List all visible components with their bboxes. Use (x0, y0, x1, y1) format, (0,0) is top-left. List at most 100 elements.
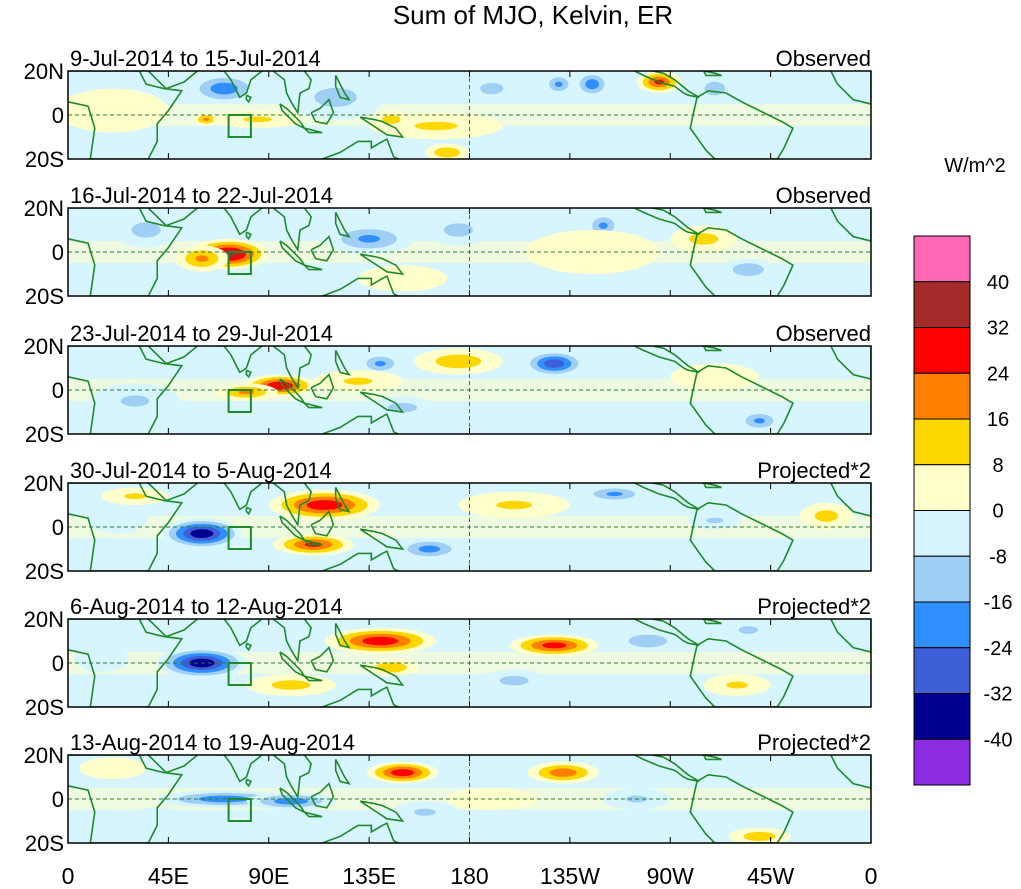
coastline (68, 619, 184, 707)
coastline (322, 550, 399, 571)
colorbar-level-label: 0 (992, 501, 1003, 523)
anomaly-contour (598, 222, 608, 229)
lat-tick-label: 20N (24, 59, 64, 84)
coastline (310, 782, 335, 809)
coastline (147, 483, 198, 502)
anomaly-contour (606, 491, 623, 497)
coastline (245, 506, 252, 516)
coastline (245, 231, 252, 241)
colorbar-swatch (913, 327, 971, 374)
anomaly-contour (726, 681, 748, 689)
colorbar-level-label: 40 (987, 272, 1009, 294)
anomaly-contour (376, 662, 407, 673)
panel-period-label: 30-Jul-2014 to 5-Aug-2014 (70, 458, 332, 483)
longitude-axis: 0 45E 90E 135E 180 135W 90W 45W 0 (62, 863, 878, 889)
anomaly-contour (434, 147, 461, 158)
anomaly-contour (738, 626, 758, 634)
colorbar-level-label: -8 (989, 546, 1007, 568)
colorbar-level-label: -24 (984, 638, 1013, 660)
map-panel: 20N 0 20S 9-Jul-2014 to 15-Jul-2014 Observed (24, 46, 872, 172)
anomaly-contour (68, 88, 169, 133)
lat-tick-label: 20S (25, 422, 64, 447)
coastline (245, 778, 252, 788)
colorbar-swatch (913, 738, 971, 786)
coastline (217, 619, 263, 647)
anomaly-field (68, 755, 871, 843)
anomaly-contour (754, 418, 765, 424)
lon-tick-label: 45W (747, 863, 795, 889)
anomaly-contour (358, 235, 381, 243)
lon-tick-label: 135E (342, 863, 396, 889)
colorbar-swatch (913, 372, 971, 420)
coastline (217, 483, 263, 511)
anomaly-contour (190, 529, 214, 538)
anomaly-contour (704, 81, 726, 96)
map-panel: 20N 0 20S 30-Jul-2014 to 5-Aug-2014 Projecte… (24, 458, 872, 584)
region-box (227, 114, 252, 138)
panel-status-label: Observed (776, 183, 871, 208)
lon-tick-label: 0 (62, 863, 75, 889)
lat-tick-label: 0 (52, 787, 64, 812)
anomaly-field (68, 619, 871, 707)
colorbar-level-label: -32 (984, 684, 1013, 706)
lat-tick-label: 0 (52, 651, 64, 676)
coastline (272, 483, 313, 528)
panel-status-label: Projected*2 (757, 594, 871, 619)
colorbar-level-label: 24 (987, 363, 1009, 385)
coastline (303, 264, 323, 271)
region-box (227, 251, 252, 275)
panel-status-label: Observed (776, 46, 871, 71)
lat-tick-label: 20N (24, 196, 64, 221)
region-box (227, 798, 252, 822)
anomaly-contour (525, 230, 660, 274)
coastline (334, 487, 351, 513)
panel-status-label: Projected*2 (757, 458, 871, 483)
coastline (217, 208, 263, 236)
coastline (310, 98, 335, 125)
colorbar-level-label: -40 (984, 729, 1013, 751)
lat-tick-label: 20S (25, 559, 64, 584)
coastline (303, 402, 323, 409)
anomaly-contour (274, 797, 309, 805)
anomaly-contour (74, 645, 129, 672)
coastline (68, 346, 184, 434)
colorbar-swatch (913, 647, 971, 694)
coastline (147, 208, 198, 227)
coastline (359, 116, 405, 139)
colorbar-swatch (913, 601, 971, 649)
coastline (272, 755, 313, 800)
lat-tick-label: 20S (25, 695, 64, 720)
coastline (322, 138, 399, 159)
coastline (322, 822, 399, 843)
map-panel: 20N 0 20S 16-Jul-2014 to 22-Jul-2014 Observe… (24, 183, 872, 309)
coastline (702, 71, 722, 77)
map-panel: 20N 0 20S 13-Aug-2014 to 19-Aug-2014 Project… (24, 730, 872, 856)
anomaly-contour (391, 769, 415, 777)
coastline (634, 208, 700, 236)
lon-tick-label: 45E (148, 863, 189, 889)
coastline (303, 675, 323, 682)
anomaly-contour (689, 233, 719, 245)
anomaly-contour (554, 81, 563, 87)
anomaly-contour (443, 223, 473, 237)
anomaly-contour (388, 402, 418, 413)
lon-tick-label: 180 (450, 863, 488, 889)
anomaly-contour (314, 87, 357, 107)
colorbar-swatch (913, 693, 971, 740)
anomaly-contour (743, 831, 776, 841)
coastline (702, 619, 722, 625)
region-box (227, 526, 252, 550)
colorbar-swatch (913, 235, 971, 283)
anomaly-field (68, 346, 871, 434)
colorbar: W/m^2 40 32 24 16 8 0 -8 -16 -24 -32 -40 (913, 155, 1013, 786)
coastline (702, 346, 722, 352)
coastline (334, 212, 351, 238)
anomaly-field (68, 71, 871, 159)
colorbar-level-label: 32 (987, 318, 1009, 340)
coastline (359, 800, 405, 823)
colorbar-swatch (913, 464, 971, 511)
coastline (359, 253, 405, 276)
colorbar-swatch (913, 281, 971, 328)
coastline (689, 364, 794, 434)
lat-tick-label: 20N (24, 471, 64, 496)
